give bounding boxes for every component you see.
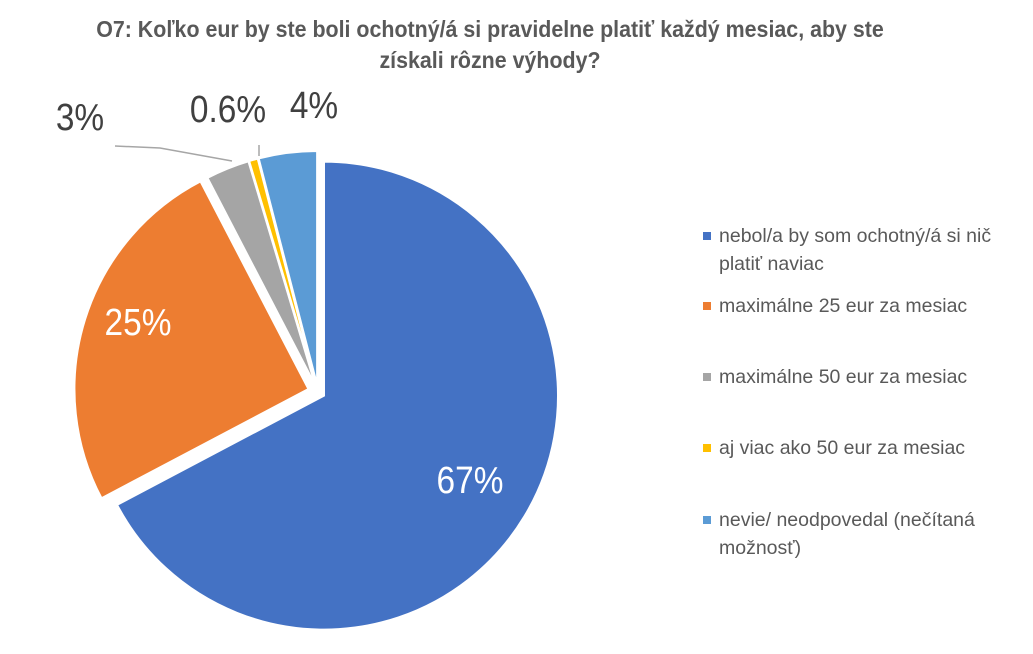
legend-item: nevie/ neodpovedal (nečítaná možnosť)	[703, 506, 1009, 562]
legend-label: maximálne 25 eur za mesiac	[719, 295, 968, 317]
legend-label: nevie/ neodpovedal (nečítaná možnosť)	[719, 509, 975, 559]
legend-label: nebol/a by som ochotný/á si nič platiť n…	[719, 225, 992, 275]
data-label: 4%	[290, 84, 338, 126]
legend-swatch	[703, 373, 711, 381]
leader-line	[114, 145, 233, 162]
legend-item: maximálne 25 eur za mesiac	[703, 292, 1009, 320]
pie-slice	[73, 180, 310, 500]
pie-slice	[247, 157, 318, 386]
legend-label: aj viac ako 50 eur za mesiac	[719, 437, 966, 459]
legend-swatch	[703, 302, 711, 310]
pie-slice	[115, 160, 559, 631]
legend-label: maximálne 50 eur za mesiac	[719, 366, 968, 388]
data-label: 3%	[56, 96, 104, 138]
legend-item: aj viac ako 50 eur za mesiac	[703, 434, 1009, 462]
legend-item: maximálne 50 eur za mesiac	[703, 363, 1009, 391]
legend-swatch	[703, 232, 711, 240]
data-label: 67%	[437, 459, 504, 501]
legend-swatch	[703, 444, 711, 452]
legend-item: nebol/a by som ochotný/á si nič platiť n…	[703, 222, 1009, 278]
legend-swatch	[703, 516, 711, 524]
data-label: 0.6%	[190, 88, 266, 130]
pie-slice	[257, 150, 319, 386]
chart-title: O7: Koľko eur by ste boli ochotný/á si p…	[96, 16, 884, 73]
data-label: 25%	[105, 301, 172, 343]
